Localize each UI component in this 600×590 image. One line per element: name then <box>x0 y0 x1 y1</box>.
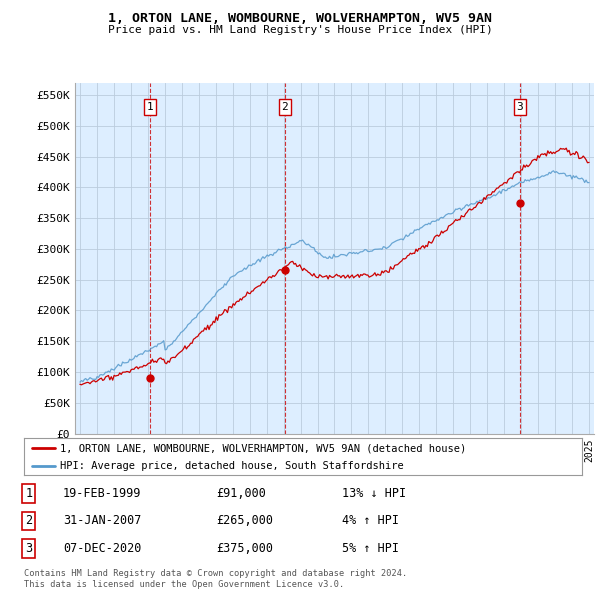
Text: £265,000: £265,000 <box>216 514 273 527</box>
Text: 4% ↑ HPI: 4% ↑ HPI <box>342 514 399 527</box>
Text: Price paid vs. HM Land Registry's House Price Index (HPI): Price paid vs. HM Land Registry's House … <box>107 25 493 35</box>
Text: £91,000: £91,000 <box>216 487 266 500</box>
Text: 19-FEB-1999: 19-FEB-1999 <box>63 487 142 500</box>
Text: HPI: Average price, detached house, South Staffordshire: HPI: Average price, detached house, Sout… <box>60 461 404 471</box>
Text: 3: 3 <box>517 102 523 112</box>
Text: £375,000: £375,000 <box>216 542 273 555</box>
Text: 1, ORTON LANE, WOMBOURNE, WOLVERHAMPTON, WV5 9AN: 1, ORTON LANE, WOMBOURNE, WOLVERHAMPTON,… <box>108 12 492 25</box>
Text: 2: 2 <box>281 102 289 112</box>
Text: 3: 3 <box>25 542 32 555</box>
Text: 1: 1 <box>25 487 32 500</box>
Text: 1: 1 <box>147 102 154 112</box>
Text: 13% ↓ HPI: 13% ↓ HPI <box>342 487 406 500</box>
Text: 5% ↑ HPI: 5% ↑ HPI <box>342 542 399 555</box>
Text: 1, ORTON LANE, WOMBOURNE, WOLVERHAMPTON, WV5 9AN (detached house): 1, ORTON LANE, WOMBOURNE, WOLVERHAMPTON,… <box>60 443 467 453</box>
Text: 31-JAN-2007: 31-JAN-2007 <box>63 514 142 527</box>
Text: Contains HM Land Registry data © Crown copyright and database right 2024.
This d: Contains HM Land Registry data © Crown c… <box>24 569 407 589</box>
Text: 07-DEC-2020: 07-DEC-2020 <box>63 542 142 555</box>
Text: 2: 2 <box>25 514 32 527</box>
